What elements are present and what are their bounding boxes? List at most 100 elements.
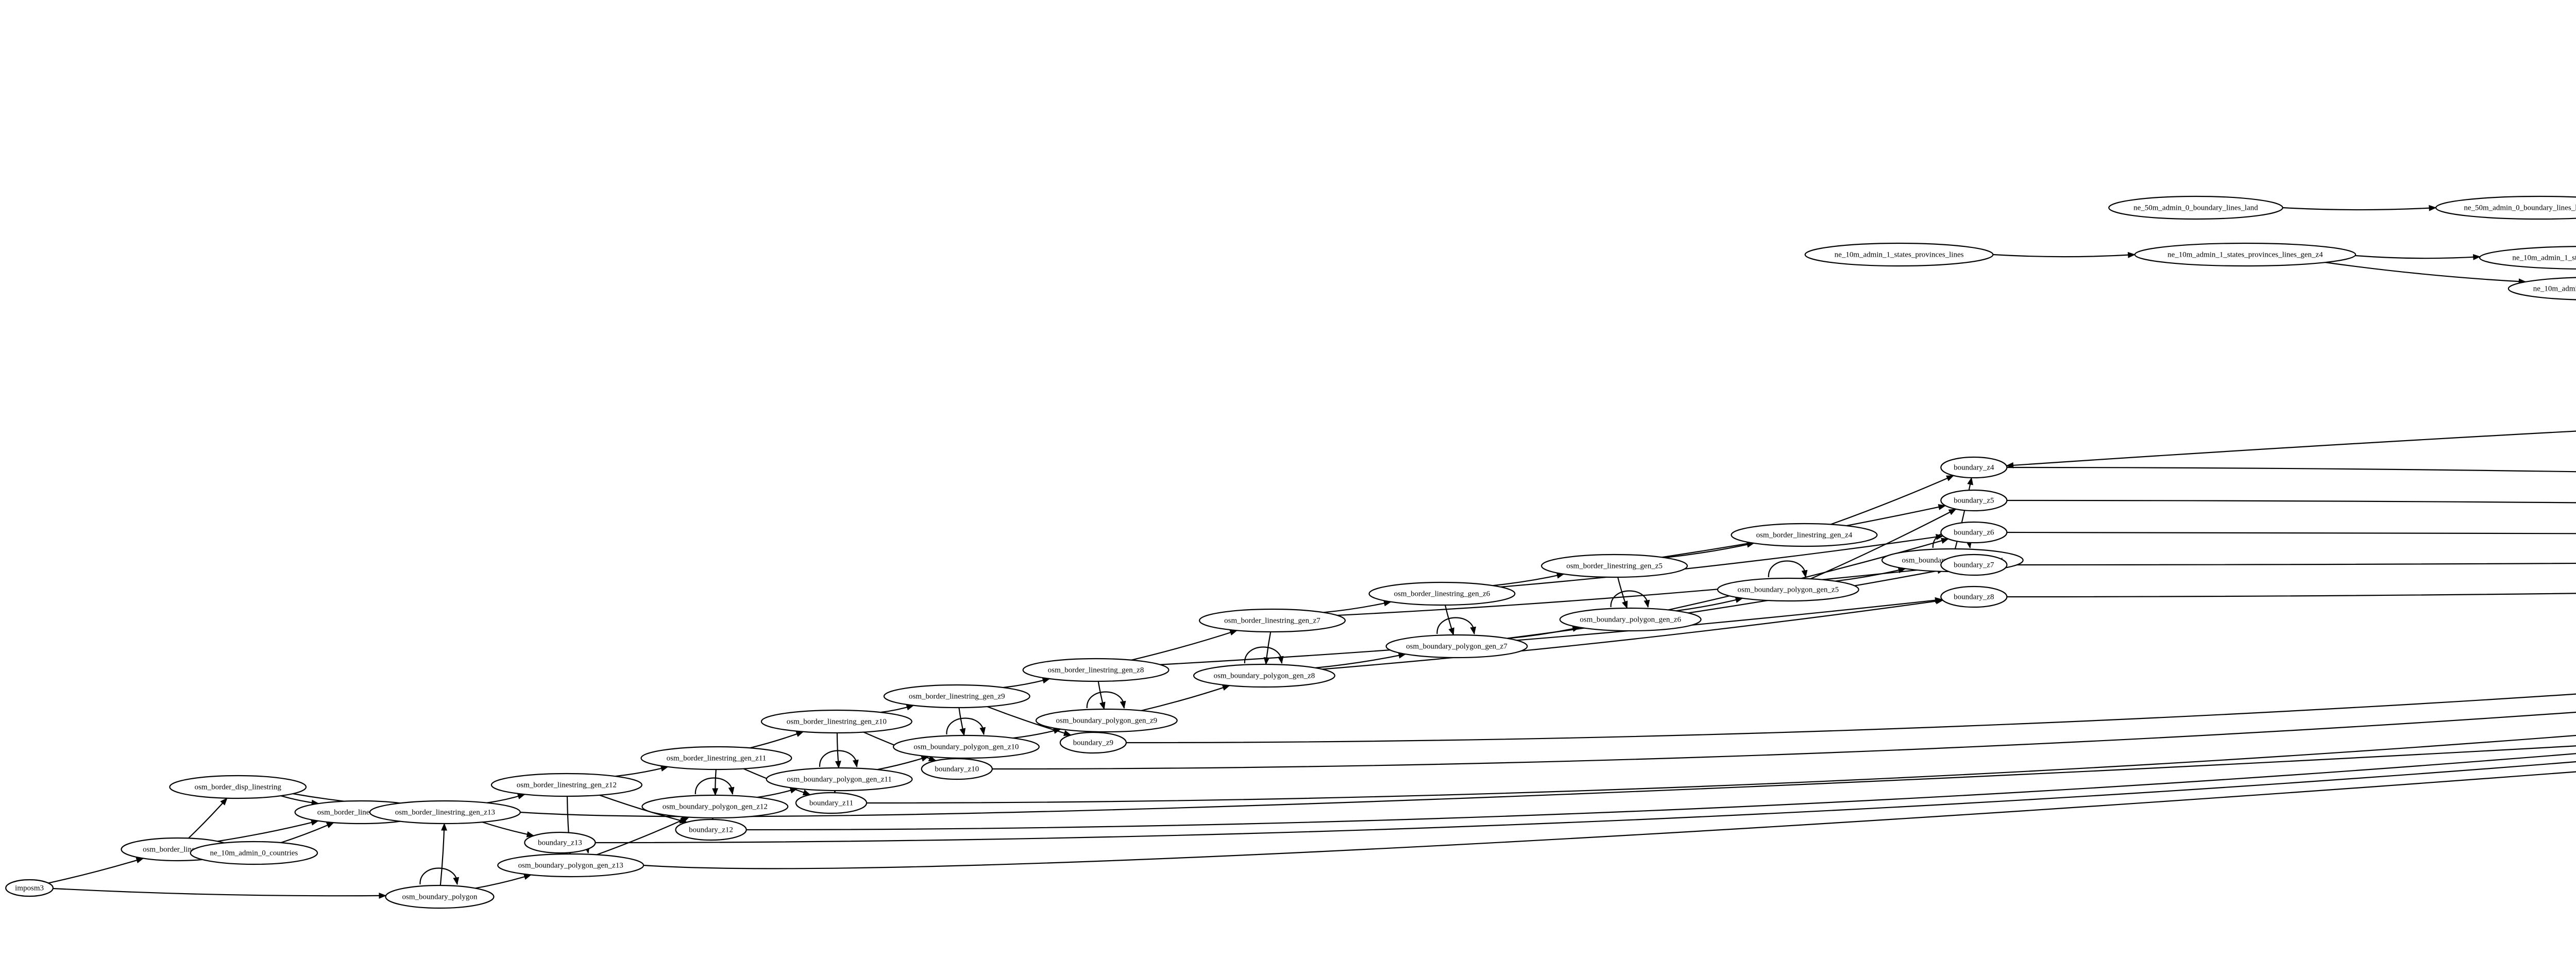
node-ellipse[interactable] [760, 709, 912, 734]
graph-node[interactable]: ne_50m_admin_0_boundary_lines_land_gen_z… [2435, 195, 2576, 220]
graph-node[interactable]: boundary_z12 [675, 818, 747, 841]
node-ellipse[interactable] [883, 684, 1030, 709]
graph-node[interactable]: boundary_z13 [524, 831, 596, 854]
edge-arrowhead [1948, 509, 1957, 515]
edge [475, 874, 532, 889]
graph-node[interactable]: boundary_z11 [795, 792, 868, 814]
node-ellipse[interactable] [1022, 658, 1170, 682]
node-label: ne_10m_admin_1_states_provinces_lines_ge… [2167, 250, 2323, 259]
graph-node[interactable]: osm_boundary_polygon_gen_z13 [497, 853, 645, 878]
graph-node[interactable]: ne_10m_admin_1_states_provinces_lines_ge… [2134, 242, 2357, 267]
graph-node[interactable]: osm_boundary_polygon [385, 884, 495, 909]
graph-node[interactable]: osm_boundary_polygon_gen_z7 [1385, 634, 1528, 659]
graph-node[interactable]: boundary_z4 [1940, 456, 2008, 479]
node-ellipse[interactable] [2134, 242, 2357, 267]
graph-node[interactable]: osm_border_linestring_gen_z10 [760, 709, 912, 734]
graph-node[interactable]: osm_boundary_polygon_gen_z9 [1035, 708, 1178, 733]
node-ellipse[interactable] [675, 818, 747, 841]
graph-node[interactable]: ne_50m_admin_0_boundary_lines_land [2108, 195, 2283, 220]
node-ellipse[interactable] [497, 853, 645, 878]
node-ellipse[interactable] [490, 773, 642, 797]
node-ellipse[interactable] [1940, 554, 2008, 576]
node-label: ne_50m_admin_0_boundary_lines_land_gen_z… [2464, 204, 2576, 212]
node-ellipse[interactable] [1368, 581, 1516, 606]
edge-arrowhead [2127, 252, 2136, 258]
graph-node[interactable]: ne_10m_admin_0_boundary_lines_land [2507, 277, 2576, 300]
graph-node[interactable]: osm_border_linestring_gen_z6 [1368, 581, 1516, 606]
node-ellipse[interactable] [795, 792, 868, 814]
node-label: boundary_z4 [1954, 463, 1994, 472]
node-ellipse[interactable] [1731, 523, 1878, 547]
node-ellipse[interactable] [169, 775, 307, 799]
graph-node[interactable]: osm_boundary_polygon_gen_z5 [1717, 577, 1859, 602]
node-ellipse[interactable] [369, 800, 521, 825]
graph-node[interactable]: osm_boundary_polygon_gen_z12 [641, 794, 789, 819]
edge-arrowhead [1935, 598, 1944, 605]
node-ellipse[interactable] [1541, 554, 1688, 578]
graph-node[interactable]: osm_border_linestring_gen_z13 [369, 800, 521, 825]
node-ellipse[interactable] [385, 884, 495, 909]
edge-arrowhead [2472, 254, 2481, 260]
node-label: osm_boundary_polygon_gen_z7 [1406, 642, 1507, 650]
node-ellipse[interactable] [1940, 489, 2008, 512]
graph-node[interactable]: osm_border_linestring_gen_z11 [640, 746, 792, 770]
node-ellipse[interactable] [1717, 577, 1859, 602]
node-ellipse[interactable] [1035, 708, 1178, 733]
graph-node[interactable]: boundary_z8 [1940, 585, 2008, 608]
node-ellipse[interactable] [766, 767, 913, 792]
graph-node[interactable]: imposm3 [5, 879, 54, 897]
node-ellipse[interactable] [5, 879, 54, 897]
node-ellipse[interactable] [2479, 246, 2576, 270]
node-label: osm_boundary_polygon_gen_z11 [787, 775, 892, 783]
node-ellipse[interactable] [2108, 195, 2283, 220]
graph-node[interactable]: osm_border_linestring_gen_z9 [883, 684, 1030, 709]
graph-node[interactable]: osm_border_linestring_gen_z7 [1198, 608, 1346, 633]
graph-node[interactable]: boundary_z10 [921, 758, 993, 780]
node-ellipse[interactable] [1193, 663, 1335, 688]
node-ellipse[interactable] [640, 746, 792, 770]
node-ellipse[interactable] [2435, 195, 2576, 220]
edge [757, 788, 798, 798]
node-ellipse[interactable] [1940, 521, 2008, 544]
node-ellipse[interactable] [1804, 242, 1994, 267]
edge [2355, 254, 2481, 260]
graph-node[interactable]: osm_boundary_polygon_gen_z8 [1193, 663, 1335, 688]
node-ellipse[interactable] [1940, 456, 2008, 479]
node-ellipse[interactable] [1385, 634, 1528, 659]
graph-node[interactable]: osm_boundary_polygon_gen_z11 [766, 767, 913, 792]
node-label: osm_border_linestring_gen_z8 [1048, 666, 1144, 674]
graph-node[interactable]: osm_boundary_polygon_gen_z6 [1559, 607, 1702, 632]
edge-arrowhead [679, 817, 688, 824]
node-ellipse[interactable] [921, 758, 993, 780]
graph-node[interactable]: osm_border_linestring_gen_z8 [1022, 658, 1170, 682]
graph-node[interactable]: boundary_z7 [1940, 554, 2008, 576]
graph-node[interactable]: boundary_z9 [1059, 731, 1127, 754]
node-ellipse[interactable] [1059, 731, 1127, 754]
node-label: osm_boundary_polygon_gen_z13 [518, 861, 623, 869]
edge [1617, 577, 1628, 609]
node-ellipse[interactable] [2507, 277, 2576, 300]
graph-node[interactable]: ne_10m_admin_1_states_provinces_lines [1804, 242, 1994, 267]
graph-node[interactable]: osm_border_linestring_gen_z4 [1731, 523, 1878, 547]
node-ellipse[interactable] [1559, 607, 1702, 632]
edge [880, 704, 914, 713]
node-ellipse[interactable] [1940, 585, 2008, 608]
graph-node[interactable]: osm_border_linestring_gen_z12 [490, 773, 642, 797]
node-ellipse[interactable] [524, 831, 596, 854]
edge-arrowhead [1448, 627, 1454, 636]
graph-node[interactable]: osm_border_disp_linestring [169, 775, 307, 799]
graph-node[interactable]: osm_border_linestring_gen_z5 [1541, 554, 1688, 578]
node-ellipse[interactable] [892, 734, 1040, 759]
graph-node[interactable]: osm_boundary_polygon_gen_z10 [892, 734, 1040, 759]
graph-node[interactable]: boundary_z6 [1940, 521, 2008, 544]
node-ellipse[interactable] [641, 794, 789, 819]
node-ellipse[interactable] [1198, 608, 1346, 633]
edge-arrowhead [1801, 569, 1808, 578]
node-ellipse[interactable] [190, 841, 318, 865]
graph-node[interactable]: boundary_z5 [1940, 489, 2008, 512]
edge [1131, 629, 1238, 661]
graph-node[interactable]: ne_10m_admin_1_states_provinces_lines_ge… [2479, 246, 2576, 270]
edge-to-layer-row [520, 745, 2576, 817]
graph-node[interactable]: ne_10m_admin_0_countries [190, 841, 318, 865]
edge [1097, 681, 1106, 710]
